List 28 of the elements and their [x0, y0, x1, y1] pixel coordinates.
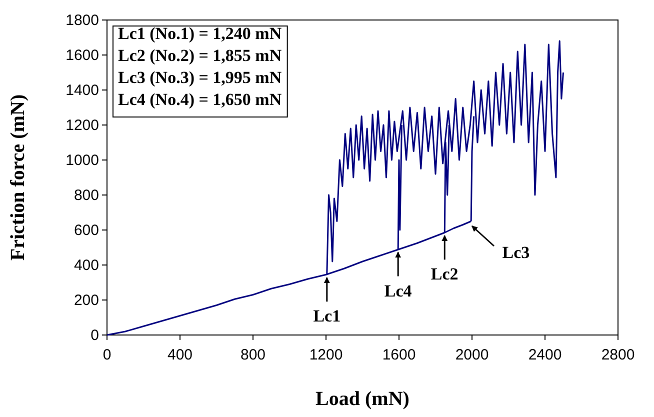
y-tick-label: 1600 [66, 46, 99, 64]
x-tick-label: 2000 [455, 346, 489, 364]
annotation: Lc2 [430, 264, 458, 284]
annotation: Lc3 (No.3) = 1,995 mN [118, 68, 282, 87]
y-tick-label: 400 [74, 256, 99, 274]
annotation: Lc1 (No.1) = 1,240 mN [118, 24, 282, 43]
x-tick-label: 1600 [382, 346, 416, 364]
y-tick-label: 1000 [66, 152, 99, 169]
y-axis-title: Friction force (mN) [7, 94, 29, 261]
y-tick-label: 800 [74, 186, 99, 204]
x-tick-label: 400 [167, 346, 193, 364]
x-axis-title: Load (mN) [316, 388, 410, 410]
y-tick-label: 1800 [66, 12, 99, 29]
x-tick-label: 2800 [601, 346, 635, 364]
x-tick-label: 2400 [528, 346, 562, 364]
annotation: Lc3 [502, 243, 530, 262]
annotation: Lc4 [384, 281, 412, 300]
y-tick-label: 1200 [66, 116, 99, 134]
annotation: Lc4 (No.4) = 1,650 mN [118, 90, 282, 109]
y-tick-label: 600 [74, 222, 99, 239]
x-tick-label: 0 [102, 346, 112, 364]
annotation: Lc2 (No.2) = 1,855 mN [118, 46, 282, 65]
annotation: Lc1 [313, 306, 341, 326]
y-tick-label: 1400 [66, 82, 99, 99]
y-tick-label: 0 [90, 326, 99, 344]
x-tick-label: 800 [240, 346, 266, 364]
x-tick-label: 1200 [309, 346, 343, 364]
y-tick-label: 200 [74, 292, 99, 309]
